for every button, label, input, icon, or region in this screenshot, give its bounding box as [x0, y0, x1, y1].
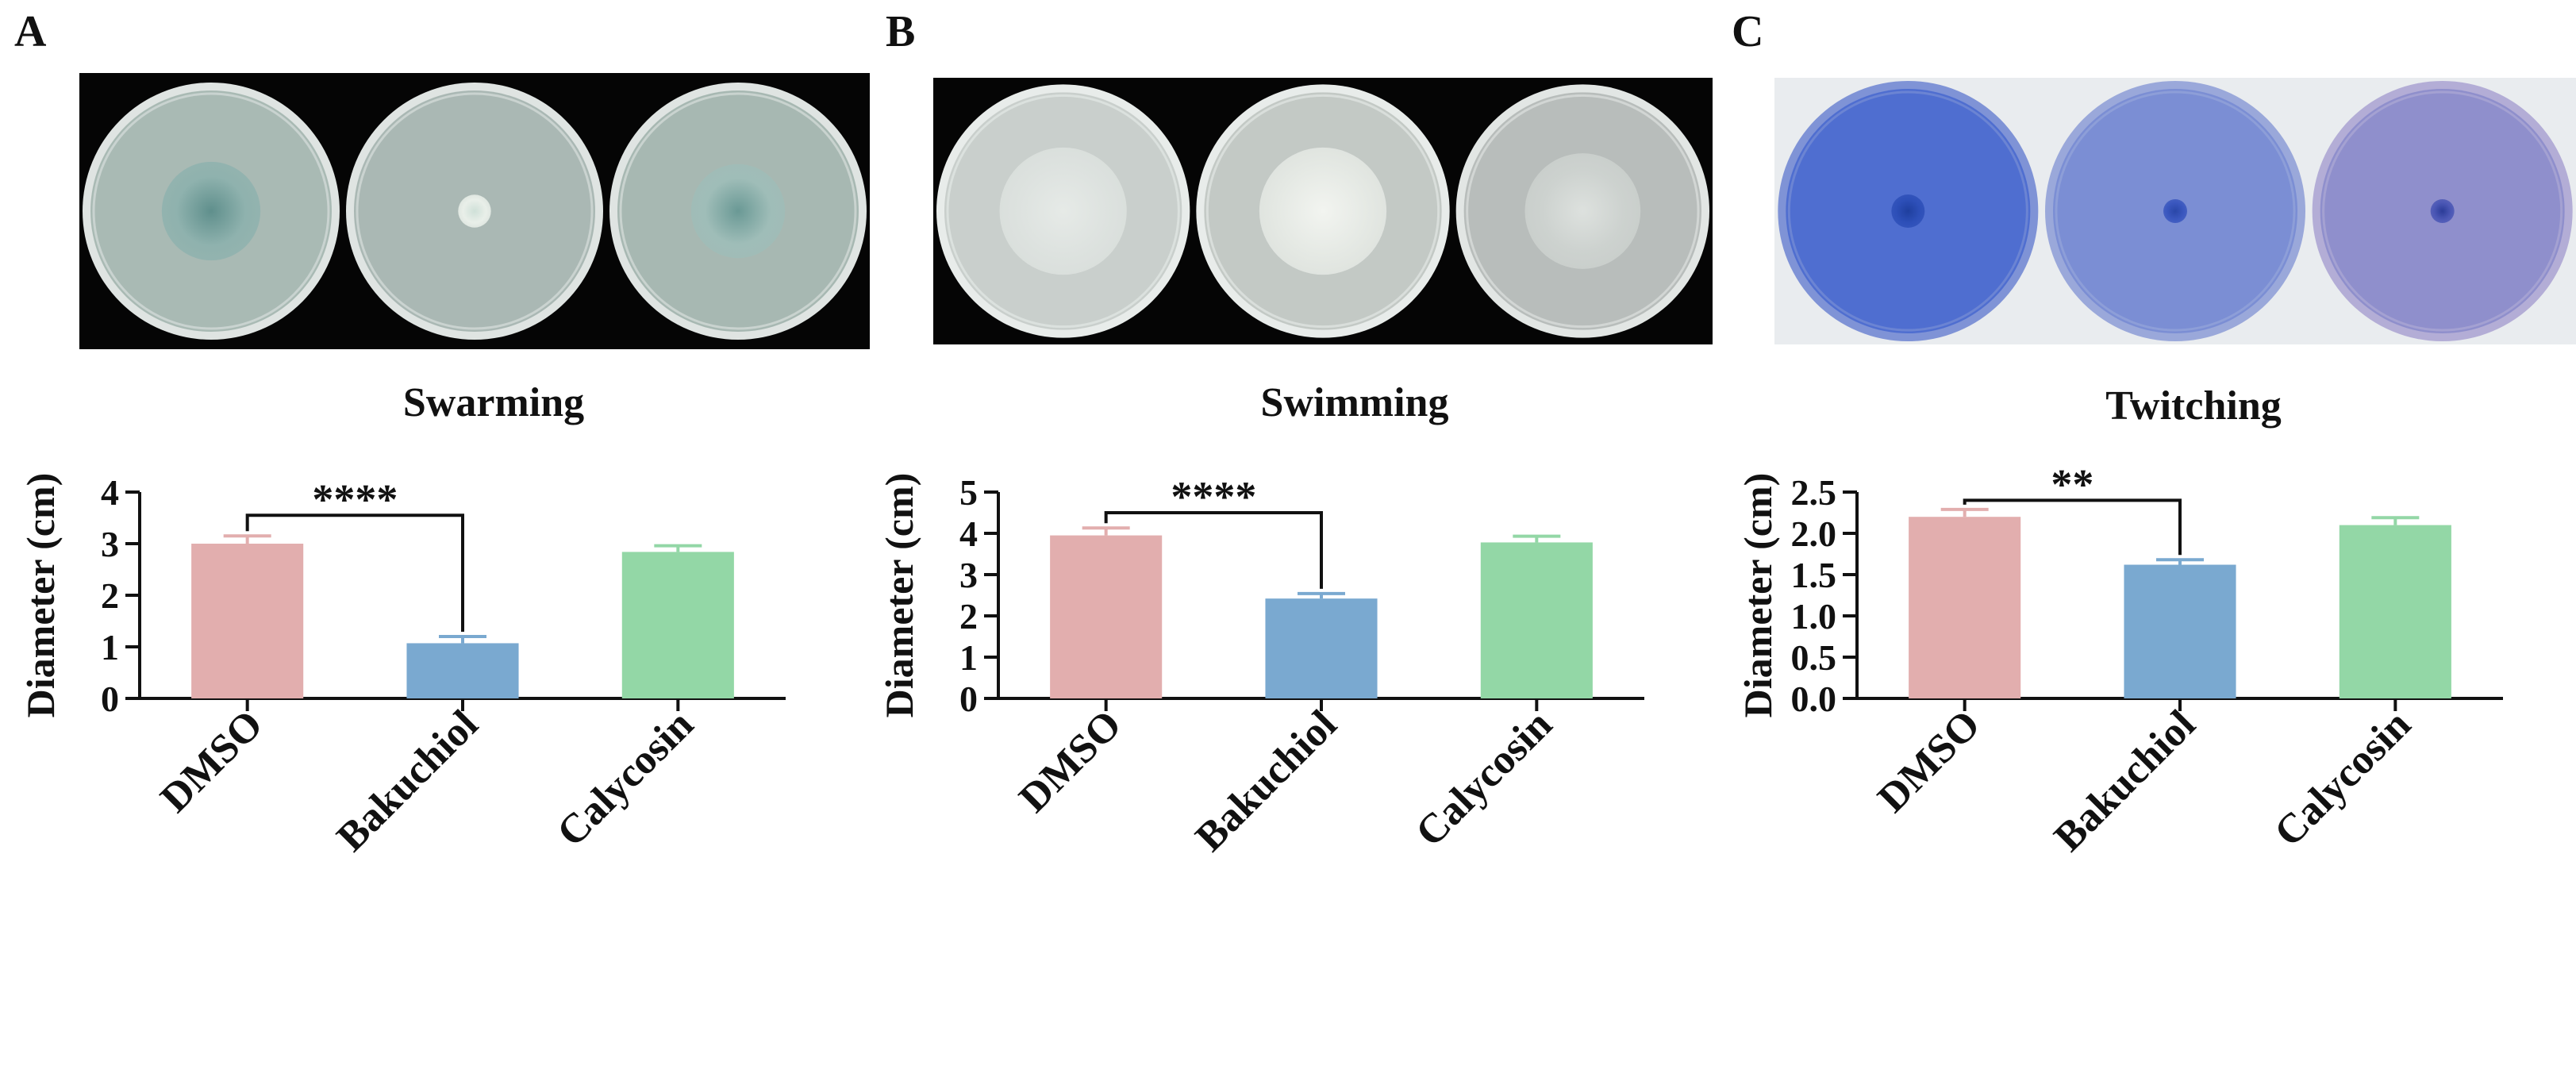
panel-swimming: B Swimming 0 1 2 3 4 5 Diameter (cm) DMSO Bakuch… — [859, 0, 1717, 1077]
significance-bracket — [1104, 511, 1323, 589]
bar-dmso — [1050, 535, 1163, 698]
panel-swarming: A Swarming 0 1 2 3 4 Diameter (cm) DMSO Bakuchi… — [0, 0, 870, 1077]
y-tick-label: 1 — [959, 637, 978, 678]
y-tick-label: 2 — [959, 596, 978, 637]
bar-chart: 0 1 2 3 4 5 Diameter (cm) DMSO Bakuchiol Calycosi… — [859, 444, 1717, 1077]
petri-dish — [936, 84, 1190, 338]
colony — [999, 147, 1127, 275]
significance-label: **** — [1171, 473, 1256, 521]
significance-bracket — [1963, 498, 2182, 556]
panel-letter: C — [1732, 7, 1764, 56]
x-tick-label: Calycosin — [2266, 702, 2420, 856]
assay-title: Swimming — [1260, 380, 1449, 425]
y-tick-label: 0 — [101, 679, 119, 719]
colony — [2163, 199, 2187, 223]
petri-dish — [2312, 81, 2573, 341]
y-tick-label: 0.0 — [1791, 679, 1837, 719]
bar-calycosin — [2339, 525, 2451, 698]
bar-chart: 0.0 0.5 1.0 1.5 2.0 2.5 Diameter (cm) DMSO Bakuc… — [1717, 444, 2576, 1077]
colony — [1891, 194, 1925, 228]
bar-bakuchiol — [406, 643, 519, 698]
bar-bakuchiol — [2124, 564, 2236, 698]
significance-label: ** — [2051, 460, 2093, 508]
x-tick-label: DMSO — [1870, 702, 1990, 821]
petri-dish — [609, 83, 867, 340]
petri-dish-photo — [79, 73, 870, 349]
y-tick-label: 1.5 — [1791, 555, 1837, 595]
y-tick-label: 2.5 — [1791, 472, 1837, 513]
x-tick-label: Calycosin — [1407, 702, 1561, 856]
bar-dmso — [191, 544, 304, 698]
assay-title: Swarming — [402, 380, 585, 425]
colony — [2430, 199, 2455, 223]
y-tick-label: 3 — [101, 524, 119, 564]
petri-dish — [346, 83, 603, 340]
colony — [690, 163, 786, 259]
significance-label: **** — [312, 475, 398, 523]
x-tick-label: Bakuchiol — [1187, 702, 1346, 860]
petri-dish-photo — [933, 78, 1713, 344]
x-tick-label: DMSO — [152, 702, 272, 821]
y-tick-label: 1.0 — [1791, 596, 1837, 637]
colony — [458, 194, 491, 228]
bar-chart: 0 1 2 3 4 Diameter (cm) DMSO Bakuchiol Calycosin… — [0, 444, 859, 1077]
bar-calycosin — [1480, 542, 1593, 698]
bar-dmso — [1909, 517, 2021, 698]
petri-dish — [83, 83, 340, 340]
colony — [1524, 153, 1641, 269]
y-axis-label: Diameter (cm) — [877, 473, 921, 718]
panel-letter: A — [14, 7, 47, 56]
y-tick-label: 4 — [101, 472, 119, 513]
x-tick-label: Calycosin — [548, 702, 702, 856]
x-tick-label: Bakuchiol — [2046, 702, 2205, 860]
y-tick-label: 2.0 — [1791, 513, 1837, 554]
x-tick-label: Bakuchiol — [329, 702, 487, 860]
y-tick-label: 2 — [101, 575, 119, 616]
colony — [1259, 147, 1387, 275]
petri-dish — [1196, 84, 1450, 338]
bar-calycosin — [621, 552, 734, 698]
y-tick-label: 0 — [959, 679, 978, 719]
petri-dish-photo — [1774, 78, 2576, 344]
petri-dish — [2045, 81, 2305, 341]
y-tick-label: 0.5 — [1791, 637, 1837, 678]
y-tick-label: 1 — [101, 627, 119, 667]
petri-dish — [1778, 81, 2039, 341]
y-tick-label: 4 — [959, 513, 978, 554]
colony — [161, 161, 261, 261]
bar-bakuchiol — [1265, 598, 1378, 698]
assay-title: Twitching — [2105, 383, 2282, 429]
y-tick-label: 5 — [959, 472, 978, 513]
y-tick-label: 3 — [959, 555, 978, 595]
panel-twitching: C Twitching 0.0 0.5 1.0 1.5 2.0 2.5 Diameter (… — [1717, 0, 2576, 1077]
y-axis-label: Diameter (cm) — [1736, 473, 1780, 718]
panel-letter: B — [886, 7, 916, 56]
y-axis-label: Diameter (cm) — [18, 473, 63, 718]
x-tick-label: DMSO — [1011, 702, 1131, 821]
petri-dish — [1455, 84, 1709, 338]
significance-bracket — [245, 513, 464, 632]
